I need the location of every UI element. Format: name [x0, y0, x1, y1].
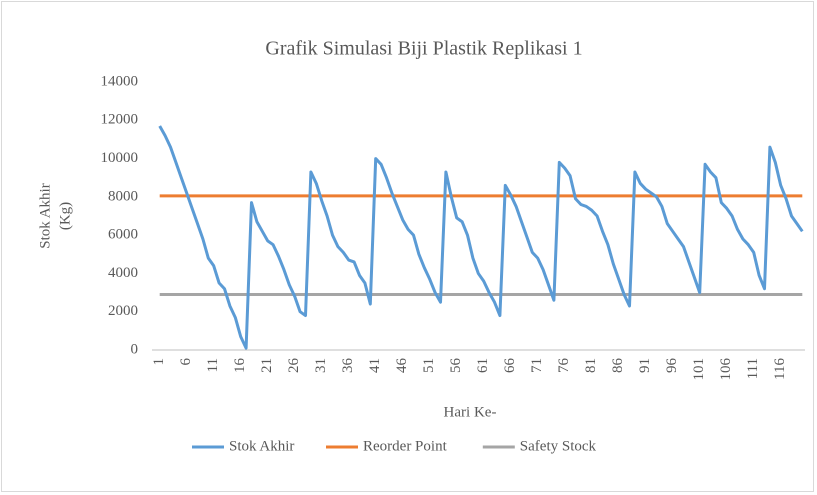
x-tick-label: 1: [151, 358, 167, 366]
x-tick-label: 71: [529, 358, 545, 373]
x-tick-label: 21: [259, 358, 275, 373]
legend-label: Reorder Point: [363, 438, 448, 454]
x-tick-label: 91: [637, 358, 653, 373]
x-tick-label: 116: [772, 358, 788, 380]
chart-title: Grafik Simulasi Biji Plastik Replikasi 1: [265, 38, 582, 60]
x-tick-label: 76: [556, 358, 572, 374]
x-tick-label: 41: [367, 358, 383, 373]
x-tick-label: 96: [664, 358, 680, 374]
y-tick-label: 10000: [101, 150, 139, 166]
x-tick-label: 6: [178, 358, 194, 366]
x-tick-label: 101: [691, 358, 707, 381]
x-tick-label: 51: [421, 358, 437, 373]
legend-label: Safety Stock: [520, 438, 597, 454]
x-tick-label: 66: [502, 358, 518, 374]
x-tick-label: 26: [286, 358, 302, 374]
y-tick-label: 4000: [108, 265, 138, 281]
y-axis-label-line: (Kg): [57, 202, 73, 230]
x-tick-label: 36: [340, 358, 356, 374]
y-axis-label-line: Stok Akhir: [37, 183, 53, 248]
y-tick-label: 2000: [108, 303, 138, 319]
x-tick-label: 46: [394, 358, 410, 374]
y-tick-label: 0: [131, 341, 139, 357]
x-tick-label: 61: [475, 358, 491, 373]
x-tick-label: 31: [313, 358, 329, 373]
legend-label: Stok Akhir: [229, 438, 294, 454]
y-tick-label: 12000: [101, 112, 139, 128]
y-tick-label: 8000: [108, 188, 138, 204]
x-axis-label: Hari Ke-: [444, 404, 497, 420]
x-tick-label: 86: [610, 358, 626, 374]
x-tick-label: 11: [205, 358, 221, 372]
x-tick-label: 16: [232, 358, 248, 374]
y-tick-label: 6000: [108, 227, 138, 243]
x-tick-label: 106: [718, 358, 734, 381]
y-tick-label: 14000: [101, 73, 139, 89]
x-tick-label: 111: [745, 358, 761, 379]
series-line: [158, 125, 804, 350]
x-tick-label: 56: [448, 358, 464, 374]
x-tick-label: 81: [583, 358, 599, 373]
y-axis-label: Stok Akhir (Kg): [37, 183, 73, 248]
